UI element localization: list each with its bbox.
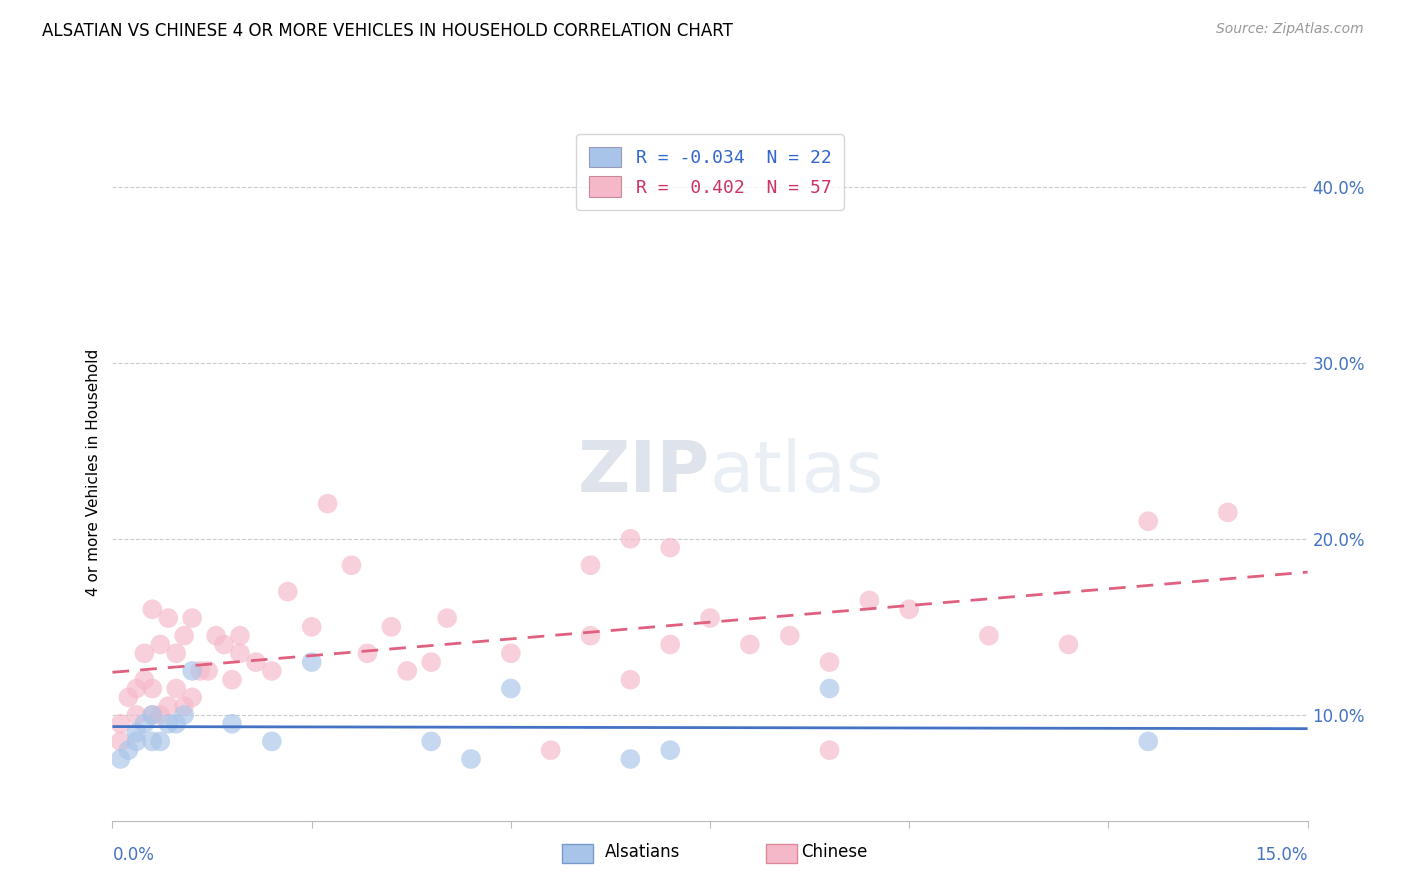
Point: [579, 558, 602, 573]
Point: [356, 646, 378, 660]
Point: [134, 646, 156, 660]
Point: [157, 716, 180, 731]
Point: [173, 629, 195, 643]
Point: [149, 708, 172, 723]
Point: [165, 681, 187, 696]
Point: [149, 734, 172, 748]
Point: [181, 611, 204, 625]
Point: [277, 584, 299, 599]
Point: [619, 752, 641, 766]
Text: Source: ZipAtlas.com: Source: ZipAtlas.com: [1216, 22, 1364, 37]
Text: ZIP: ZIP: [578, 438, 710, 508]
Point: [460, 752, 482, 766]
Point: [181, 664, 204, 678]
Point: [396, 664, 419, 678]
Point: [221, 673, 243, 687]
Point: [181, 690, 204, 705]
Point: [499, 646, 522, 660]
Point: [229, 646, 252, 660]
Point: [818, 743, 841, 757]
Point: [117, 743, 139, 757]
Point: [420, 655, 443, 669]
Point: [380, 620, 402, 634]
Point: [858, 593, 880, 607]
Point: [110, 734, 132, 748]
Point: [117, 690, 139, 705]
Point: [316, 497, 339, 511]
Point: [699, 611, 721, 625]
Point: [188, 664, 211, 678]
Point: [229, 629, 252, 643]
Point: [245, 655, 267, 669]
Point: [499, 681, 522, 696]
Point: [141, 734, 163, 748]
Point: [977, 629, 1000, 643]
Point: [1137, 514, 1160, 528]
Point: [260, 664, 283, 678]
Point: [818, 681, 841, 696]
Point: [141, 681, 163, 696]
Point: [165, 646, 187, 660]
Point: [260, 734, 283, 748]
Point: [420, 734, 443, 748]
Point: [818, 655, 841, 669]
Point: [212, 638, 235, 652]
Point: [149, 638, 172, 652]
Text: Chinese: Chinese: [801, 843, 868, 861]
Point: [205, 629, 228, 643]
Point: [173, 708, 195, 723]
Point: [659, 638, 682, 652]
Point: [898, 602, 921, 616]
Text: Alsatians: Alsatians: [605, 843, 681, 861]
Point: [1216, 505, 1239, 519]
Point: [659, 541, 682, 555]
Point: [779, 629, 801, 643]
Point: [173, 699, 195, 714]
Point: [110, 716, 132, 731]
Point: [125, 708, 148, 723]
Point: [221, 716, 243, 731]
Point: [1057, 638, 1080, 652]
Point: [1137, 734, 1160, 748]
Point: [157, 611, 180, 625]
Point: [134, 716, 156, 731]
Point: [125, 734, 148, 748]
Point: [579, 629, 602, 643]
Text: ALSATIAN VS CHINESE 4 OR MORE VEHICLES IN HOUSEHOLD CORRELATION CHART: ALSATIAN VS CHINESE 4 OR MORE VEHICLES I…: [42, 22, 733, 40]
Text: 0.0%: 0.0%: [112, 846, 155, 863]
Point: [134, 673, 156, 687]
Point: [340, 558, 363, 573]
Point: [619, 673, 641, 687]
Y-axis label: 4 or more Vehicles in Household: 4 or more Vehicles in Household: [86, 349, 101, 597]
Point: [197, 664, 219, 678]
Text: atlas: atlas: [710, 438, 884, 508]
Point: [141, 708, 163, 723]
Point: [540, 743, 562, 757]
Point: [738, 638, 761, 652]
Point: [125, 681, 148, 696]
Point: [125, 725, 148, 739]
Point: [165, 716, 187, 731]
Point: [659, 743, 682, 757]
Point: [141, 602, 163, 616]
Legend: R = -0.034  N = 22, R =  0.402  N = 57: R = -0.034 N = 22, R = 0.402 N = 57: [576, 134, 844, 210]
Point: [436, 611, 458, 625]
Point: [157, 699, 180, 714]
Point: [141, 708, 163, 723]
Point: [301, 620, 323, 634]
Text: 15.0%: 15.0%: [1256, 846, 1308, 863]
Point: [619, 532, 641, 546]
Point: [110, 752, 132, 766]
Point: [301, 655, 323, 669]
